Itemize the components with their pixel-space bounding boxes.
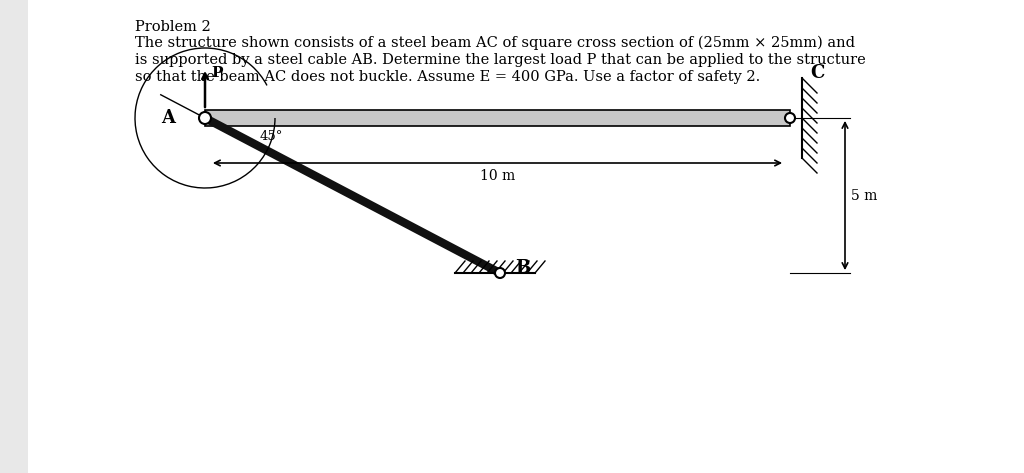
- Text: 5 m: 5 m: [851, 189, 878, 202]
- FancyBboxPatch shape: [28, 0, 1024, 473]
- Bar: [205, 110, 790, 126]
- Circle shape: [199, 112, 211, 124]
- Circle shape: [785, 113, 795, 123]
- Text: so that the beam AC does not buckle. Assume E = 400 GPa. Use a factor of safety : so that the beam AC does not buckle. Ass…: [135, 70, 760, 84]
- Circle shape: [495, 268, 505, 278]
- Text: B: B: [515, 259, 530, 277]
- Text: A: A: [161, 109, 175, 127]
- Text: C: C: [810, 64, 824, 82]
- Text: 45°: 45°: [260, 130, 284, 142]
- Text: Problem 2: Problem 2: [135, 20, 211, 34]
- Text: is supported by a steel cable AB. Determine the largest load P that can be appli: is supported by a steel cable AB. Determ…: [135, 53, 865, 67]
- Text: 10 m: 10 m: [480, 169, 515, 183]
- Text: The structure shown consists of a steel beam AC of square cross section of (25mm: The structure shown consists of a steel …: [135, 36, 855, 51]
- Text: P: P: [211, 66, 222, 80]
